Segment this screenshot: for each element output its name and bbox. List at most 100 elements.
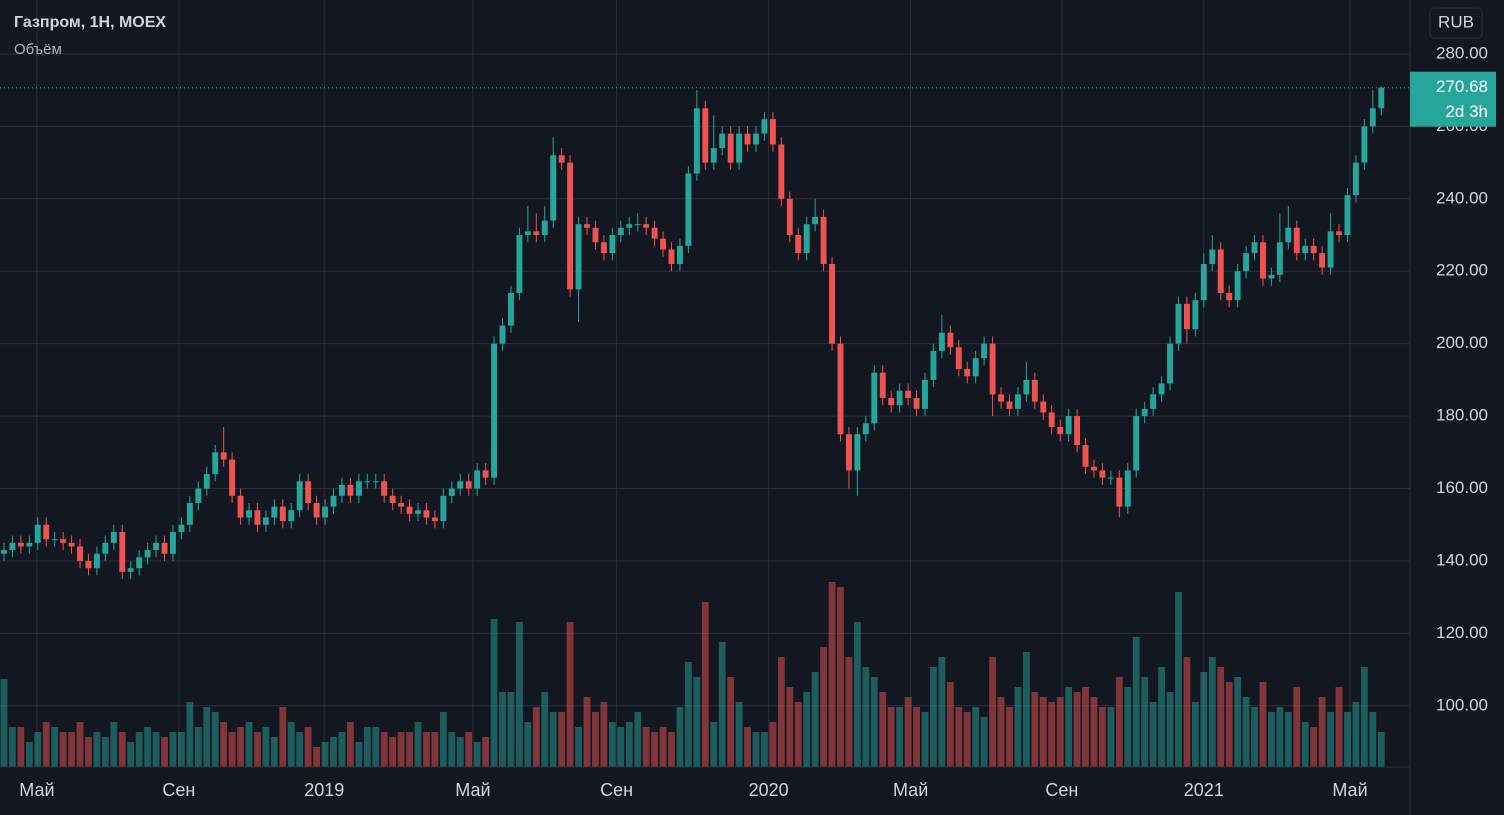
candle-body bbox=[736, 133, 743, 163]
volume-bar bbox=[1369, 712, 1377, 767]
candle-body bbox=[102, 542, 109, 554]
volume-bar bbox=[423, 732, 430, 767]
candle-body bbox=[795, 235, 802, 254]
candle-body bbox=[989, 343, 996, 395]
candle-body bbox=[491, 343, 498, 478]
x-tick-label: Май bbox=[893, 780, 928, 800]
candle-body bbox=[1310, 245, 1317, 254]
candle-body bbox=[296, 481, 303, 511]
volume-bar bbox=[701, 602, 709, 767]
candle-body bbox=[812, 216, 819, 225]
candle-body bbox=[339, 484, 345, 496]
volume-bar bbox=[439, 712, 447, 767]
volume-bar bbox=[1031, 692, 1039, 767]
volume-bar bbox=[541, 692, 549, 767]
volume-bar bbox=[1065, 687, 1073, 767]
currency[interactable]: RUB bbox=[1438, 12, 1474, 31]
volume-bar bbox=[51, 727, 59, 767]
last-price-box bbox=[1410, 71, 1496, 127]
candle-body bbox=[1150, 394, 1157, 409]
volume-bar bbox=[42, 722, 50, 767]
candle-body bbox=[195, 488, 202, 504]
volume-bar bbox=[1301, 722, 1309, 767]
volume-bar bbox=[380, 732, 388, 767]
volume-bar bbox=[558, 712, 566, 767]
volume-bar bbox=[1115, 677, 1123, 767]
candle-body bbox=[592, 227, 599, 243]
volume-bar bbox=[989, 657, 996, 767]
candle-body bbox=[998, 394, 1004, 402]
volume-bar bbox=[600, 702, 608, 767]
candle-body bbox=[119, 531, 126, 572]
volume-bar bbox=[1048, 702, 1056, 767]
candle-body bbox=[1234, 271, 1241, 301]
candle-body bbox=[465, 481, 472, 489]
currency-box[interactable] bbox=[1429, 7, 1483, 39]
volume-bar bbox=[828, 582, 836, 767]
y-tick-label: 200.00 bbox=[1436, 333, 1488, 352]
volume-bar bbox=[592, 712, 599, 767]
volume-bar bbox=[101, 737, 109, 767]
candle-body bbox=[845, 434, 852, 471]
y-tick-label: 140.00 bbox=[1436, 550, 1488, 569]
volume-bar bbox=[516, 622, 523, 767]
candle-body bbox=[415, 510, 421, 514]
volume-bar bbox=[769, 722, 777, 767]
candle-body bbox=[279, 506, 286, 522]
volume-bar bbox=[1234, 677, 1242, 767]
candle-body bbox=[550, 155, 557, 221]
volume-bar bbox=[879, 692, 887, 767]
candle-body bbox=[1336, 231, 1342, 236]
volume-bar bbox=[68, 732, 75, 767]
candle-body bbox=[584, 224, 590, 228]
volume-bar bbox=[1132, 637, 1140, 767]
candle-body bbox=[541, 220, 548, 236]
candle-body bbox=[60, 539, 67, 543]
volume-bar bbox=[135, 732, 143, 767]
x-tick-label: 2021 bbox=[1184, 780, 1224, 800]
volume-bar bbox=[735, 702, 743, 767]
volume-bar bbox=[1023, 652, 1030, 767]
volume-bar bbox=[456, 737, 464, 767]
candle-body bbox=[127, 568, 134, 572]
volume-bar bbox=[1175, 592, 1182, 767]
candle-body bbox=[702, 108, 709, 163]
volume-bar bbox=[870, 677, 878, 767]
volume-bar bbox=[752, 732, 760, 767]
candle-body bbox=[854, 434, 861, 471]
volume-bar bbox=[1242, 697, 1250, 767]
volume-bar bbox=[228, 732, 236, 767]
candle-body bbox=[389, 495, 396, 504]
candle-body bbox=[246, 510, 252, 518]
candle-body bbox=[305, 481, 312, 504]
volume-bar bbox=[1141, 677, 1149, 767]
candle-body bbox=[930, 350, 937, 380]
last-price-label: 270.68 bbox=[1436, 77, 1488, 96]
volume-bar bbox=[144, 727, 151, 767]
volume-bar bbox=[1335, 687, 1343, 767]
candle-body bbox=[153, 542, 160, 551]
x-tick-label: Май bbox=[19, 780, 54, 800]
volume-bar bbox=[1099, 707, 1106, 767]
candle-body bbox=[254, 510, 261, 525]
volume-bar bbox=[955, 707, 963, 767]
candle-body bbox=[220, 452, 227, 460]
candle-body bbox=[567, 162, 574, 290]
candle-body bbox=[1209, 249, 1216, 264]
volume-bar bbox=[659, 727, 667, 767]
candle-body bbox=[533, 231, 540, 236]
volume-bar bbox=[406, 732, 413, 767]
volume-bar bbox=[1073, 692, 1081, 767]
candle-body bbox=[761, 119, 768, 134]
volume-bar bbox=[482, 737, 489, 767]
volume-bar bbox=[1217, 667, 1225, 767]
candle-body bbox=[423, 510, 430, 518]
candle-body bbox=[693, 108, 700, 174]
volume-bar bbox=[85, 737, 92, 767]
candle-body bbox=[769, 119, 776, 145]
candle-body bbox=[347, 484, 354, 496]
candle-body bbox=[1175, 303, 1182, 344]
candle-body bbox=[1217, 249, 1224, 293]
volume-bar bbox=[837, 587, 844, 767]
